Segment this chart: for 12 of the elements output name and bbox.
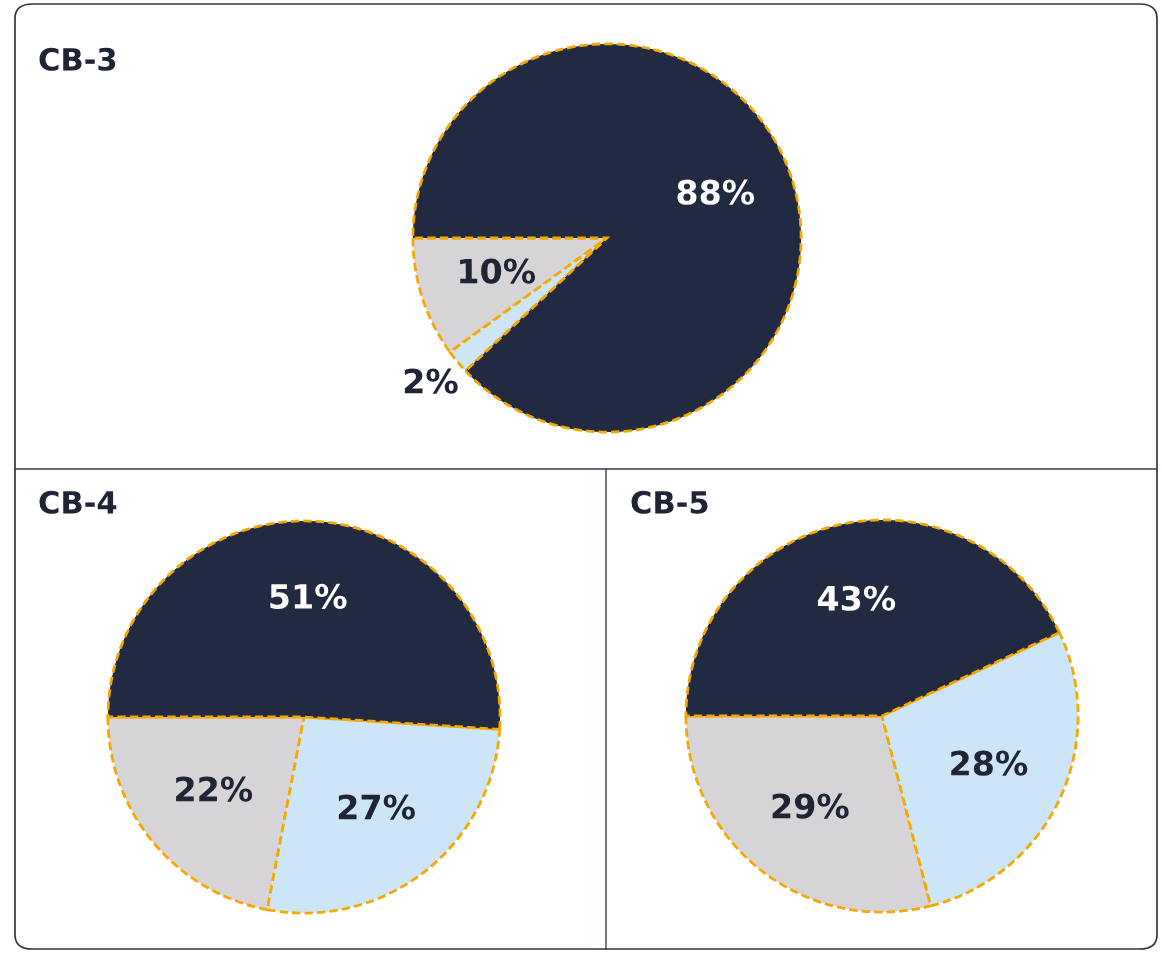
data-label: 29% [772,793,849,819]
data-label: 43% [817,585,896,611]
text: CB-3 [39,47,116,71]
data-label: 88% [677,179,755,205]
data-label: 2% [404,368,458,394]
data-label: 28% [951,750,1028,776]
chart-title: CB-5 [631,490,708,514]
data-label: 22% [176,776,253,802]
chart-title: CB-4 [39,490,117,514]
data-label: 10% [460,258,536,284]
data-label: 27% [338,794,415,820]
data-label: 51% [270,583,347,610]
